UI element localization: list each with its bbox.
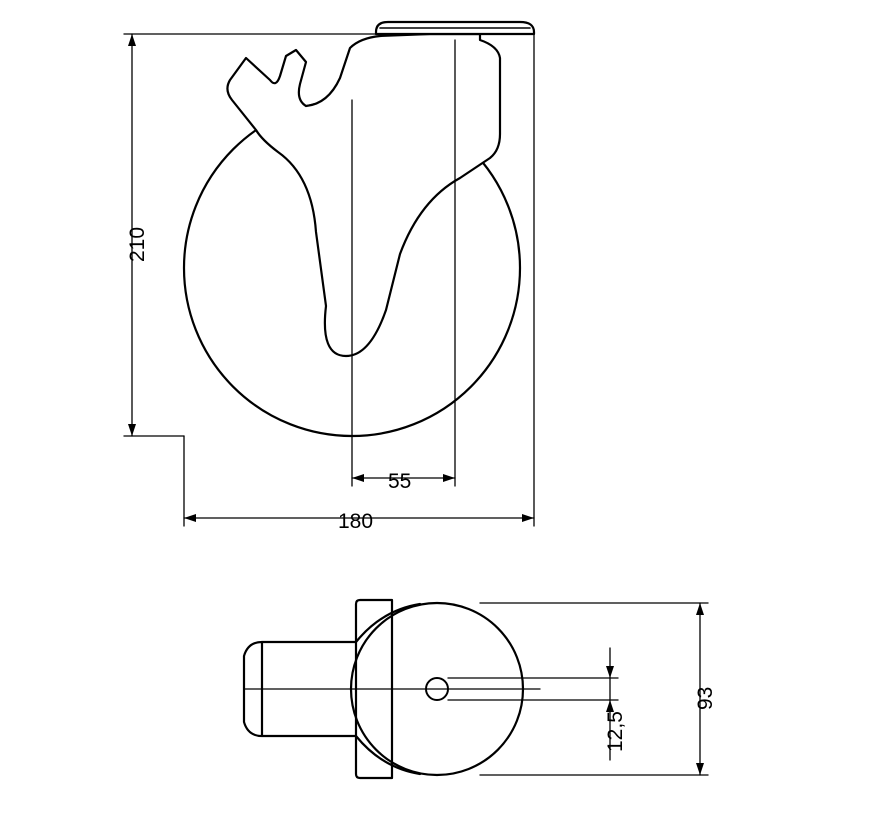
drawing-canvas: 210 180 55 93 12,5 xyxy=(0,0,890,820)
dim-label-180: 180 xyxy=(338,510,373,534)
technical-drawing-svg xyxy=(0,0,890,820)
dim-label-210: 210 xyxy=(126,227,150,262)
dim-label-12-5: 12,5 xyxy=(604,711,628,752)
dim-label-93: 93 xyxy=(694,687,718,710)
dim-label-55: 55 xyxy=(388,470,411,494)
